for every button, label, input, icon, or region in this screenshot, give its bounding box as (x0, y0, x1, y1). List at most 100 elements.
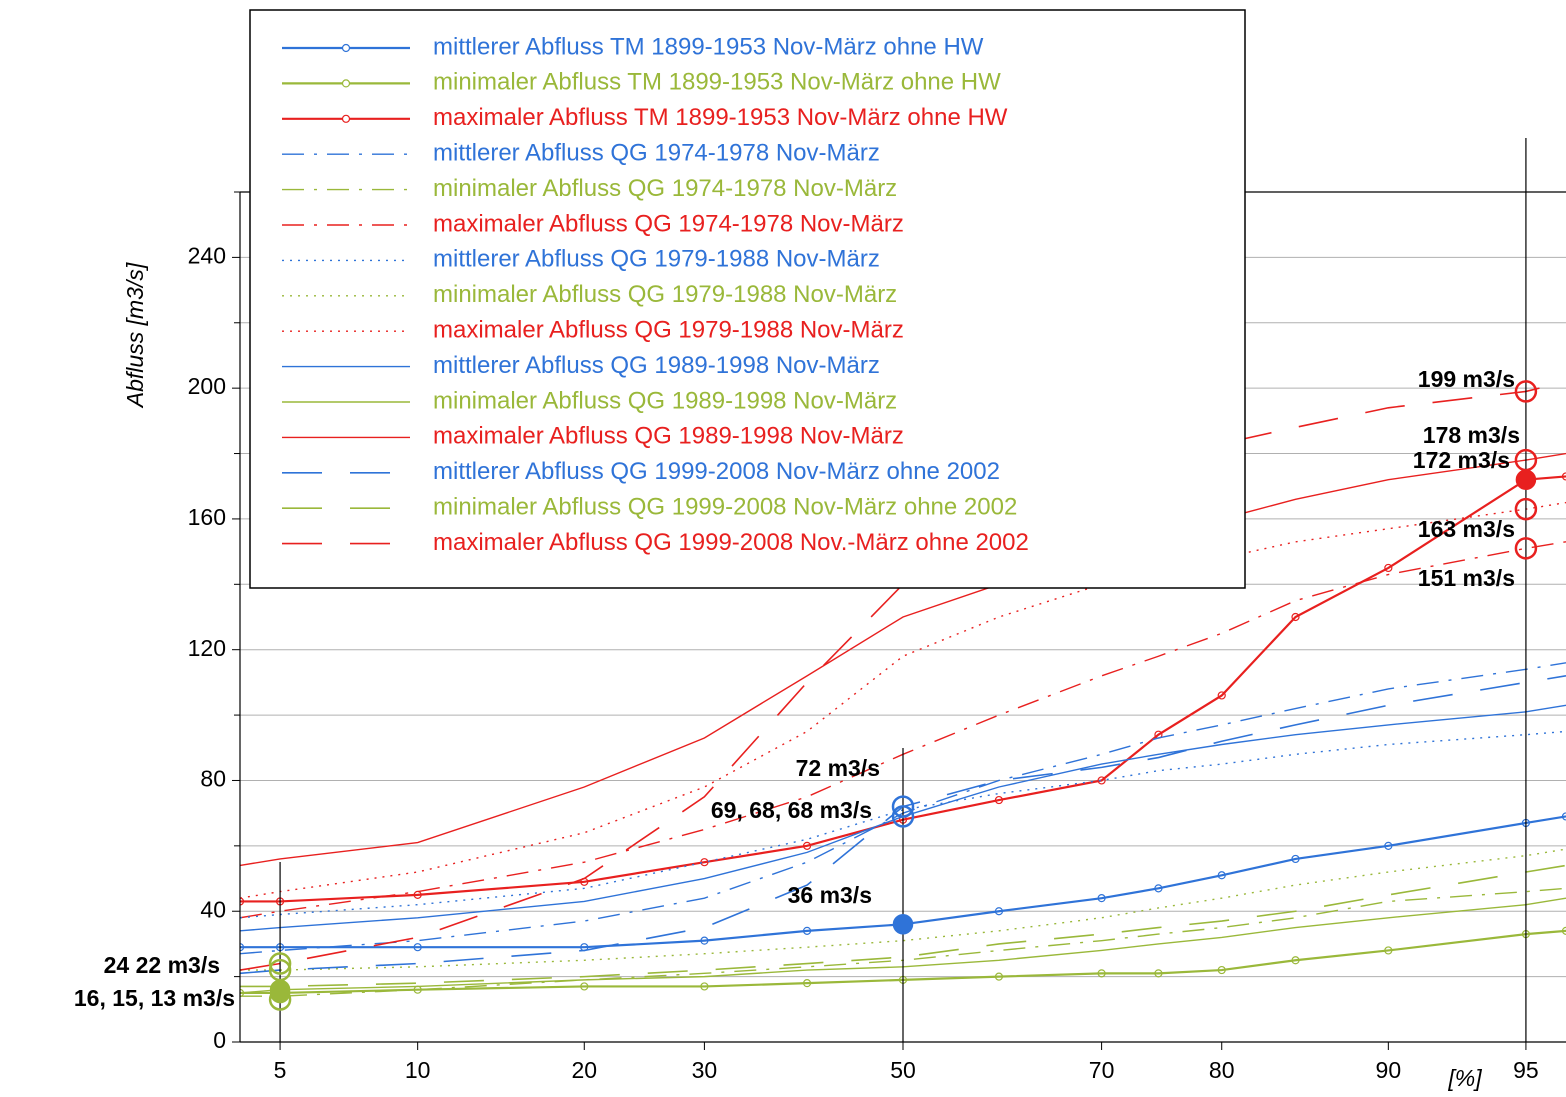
y-tick-label: 0 (213, 1027, 226, 1053)
y-tick-label: 160 (188, 504, 226, 530)
y-tick-label: 200 (188, 373, 226, 399)
series-line (240, 815, 1566, 949)
x-tick-label: 10 (405, 1057, 431, 1083)
x-tick-label: 20 (571, 1057, 597, 1083)
series-marker (1561, 926, 1566, 935)
series-marker (1097, 776, 1106, 785)
legend-label: minimaler Abfluss TM 1899-1953 Nov-März … (433, 69, 1001, 96)
series-marker (802, 926, 812, 935)
legend-label: mittlerer Abfluss QG 1989-1998 Nov-März (433, 352, 880, 379)
series-line (240, 675, 1566, 975)
annotation: 172 m3/s (1413, 447, 1510, 473)
annotation: 151 m3/s (1418, 565, 1515, 591)
highlights (268, 380, 1538, 1011)
series-marker (700, 858, 709, 867)
legend-label: mittlerer Abfluss QG 1974-1978 Nov-März (433, 140, 880, 167)
y-tick-label: 80 (200, 766, 226, 792)
series-marker (700, 982, 709, 991)
series-marker (1154, 884, 1163, 893)
y-tick-label: 40 (200, 896, 226, 922)
series-marker (1217, 691, 1226, 700)
y-axis-label: Abfluss [m3/s] (122, 262, 148, 409)
x-tick-label: 5 (274, 1057, 287, 1083)
x-axis-label: [%] (1447, 1065, 1482, 1091)
series-line (240, 730, 1566, 919)
series-marker (994, 795, 1004, 805)
legend-label: minimaler Abfluss QG 1974-1978 Nov-März (433, 175, 897, 202)
series-line (240, 887, 1566, 997)
highlight-point (891, 805, 915, 828)
highlight-point (268, 952, 292, 975)
annotation: 69, 68, 68 m3/s (711, 797, 872, 823)
series-marker (1561, 812, 1566, 821)
series-line (240, 541, 1566, 919)
series-marker (1291, 612, 1300, 622)
annotation: 24 22 m3/s (104, 952, 220, 978)
series-marker (1384, 841, 1393, 850)
series-marker (240, 897, 245, 906)
annotation: 178 m3/s (1423, 422, 1520, 448)
series-marker (994, 972, 1004, 981)
legend-label: minimaler Abfluss QG 1979-1988 Nov-März (433, 281, 897, 308)
series-line (240, 897, 1566, 994)
legend-label: mittlerer Abfluss QG 1979-1988 Nov-März (433, 246, 880, 273)
series-marker (1097, 969, 1106, 978)
legend-label: minimaler Abfluss QG 1989-1998 Nov-März (433, 387, 897, 414)
x-tick-label: 50 (890, 1057, 916, 1083)
legend-label: maximaler Abfluss QG 1999-2008 Nov.-März… (433, 529, 1029, 556)
series-marker (1291, 956, 1300, 965)
highlight-point (1514, 537, 1538, 560)
highlight-point (1515, 469, 1537, 490)
x-tick-label: 95 (1513, 1057, 1539, 1083)
legend-label: mittlerer Abfluss TM 1899-1953 Nov-März … (433, 33, 984, 60)
legend-marker (341, 79, 351, 88)
series-marker (580, 982, 589, 991)
highlight-point (891, 795, 915, 818)
series-marker (1561, 472, 1566, 481)
series-line (240, 864, 1566, 988)
legend-label: maximaler Abfluss QG 1974-1978 Nov-März (433, 210, 904, 237)
highlight-point (892, 914, 914, 935)
series-marker (802, 841, 812, 850)
annotation: 163 m3/s (1418, 516, 1515, 542)
series-marker (1154, 969, 1163, 978)
legend-marker (341, 43, 351, 53)
series-marker (994, 907, 1004, 916)
plot-lines (240, 380, 1566, 998)
series-line (240, 662, 1566, 955)
series-marker (1384, 563, 1393, 573)
legend-marker (341, 114, 351, 123)
series-line (240, 848, 1566, 971)
legend-label: mittlerer Abfluss QG 1999-2008 Nov-März … (433, 458, 1000, 485)
legend-box (249, 9, 1246, 589)
legend-label: maximaler Abfluss QG 1979-1988 Nov-März (433, 317, 904, 344)
annotation: 36 m3/s (788, 882, 872, 908)
annotation: 16, 15, 13 m3/s (74, 985, 235, 1011)
x-tick-label: 30 (692, 1057, 718, 1083)
series-marker (413, 890, 422, 899)
highlight-point (1514, 497, 1538, 521)
series-marker (1097, 894, 1106, 903)
legend-label: maximaler Abfluss TM 1899-1953 Nov-März … (433, 104, 1008, 131)
highlight-point (1514, 380, 1538, 403)
series-marker (1217, 871, 1226, 880)
y-tick-label: 120 (188, 635, 226, 661)
x-tick-label: 80 (1209, 1057, 1235, 1083)
series-marker (1217, 965, 1226, 975)
highlight-point (268, 988, 292, 1011)
series-marker (802, 979, 812, 988)
series-line (240, 704, 1566, 932)
series-marker (413, 943, 422, 952)
legend: mittlerer Abfluss TM 1899-1953 Nov-März … (249, 9, 1246, 589)
x-tick-label: 90 (1376, 1057, 1402, 1083)
annotation: 199 m3/s (1418, 366, 1515, 392)
series-marker (1384, 946, 1393, 955)
x-tick-label: 70 (1089, 1057, 1115, 1083)
legend-label: maximaler Abfluss QG 1989-1998 Nov-März (433, 423, 904, 450)
series-marker (1291, 854, 1300, 864)
series-marker (700, 936, 709, 945)
series-line (240, 929, 1566, 995)
y-tick-label: 240 (188, 242, 226, 268)
series-marker (240, 943, 245, 952)
